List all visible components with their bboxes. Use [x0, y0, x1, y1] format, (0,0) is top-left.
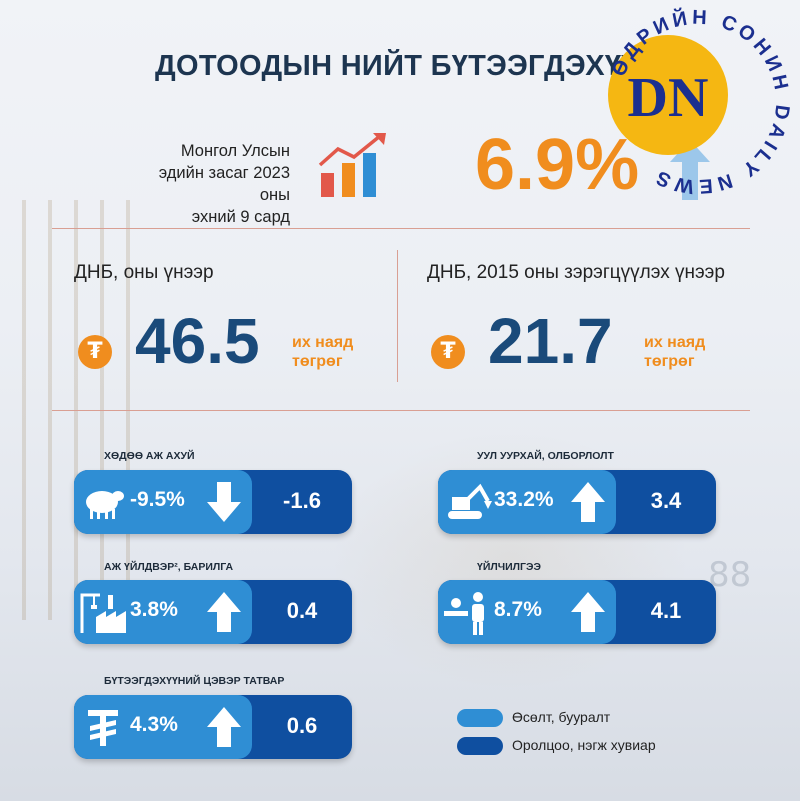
divider-top — [52, 228, 750, 229]
intro-line-3: эхний 9 сард — [191, 208, 290, 226]
up-arrow-icon — [570, 482, 606, 522]
sector-contribution-value: 3.4 — [650, 488, 682, 513]
tugrik-icon — [78, 702, 128, 752]
sector-card-services: 8.7% 4.1 — [438, 580, 716, 644]
gdp-real-unit: их наяд төгрөг — [644, 333, 705, 371]
sector-contribution-value: 4.1 — [650, 598, 682, 623]
intro-line-1: Монгол Улсын — [180, 142, 290, 160]
sector-contribution-value: 0.4 — [286, 598, 318, 623]
bar-chart-growth-icon — [318, 133, 390, 204]
coins-background — [330, 430, 690, 690]
excavator-icon — [442, 477, 492, 527]
sector-growth-value: 3.8% — [130, 598, 178, 621]
sector-contribution-value: 0.6 — [286, 713, 318, 738]
gdp-nominal-label: ДНБ, оны үнээр — [74, 262, 214, 283]
sector-label-agriculture: ХӨДӨӨ АЖ АХУЙ — [104, 450, 195, 462]
legend-label-growth: Өсөлт, бууралт — [512, 709, 611, 725]
intro-line-2: эдийн засаг 2023 оны — [158, 164, 290, 204]
sector-growth-value: 8.7% — [494, 598, 542, 621]
factory-crane-icon — [78, 587, 128, 637]
tugrik-icon: ₮ — [78, 335, 112, 369]
service-person-icon — [442, 587, 492, 637]
sector-growth-value: 33.2% — [494, 488, 554, 511]
sector-growth-value: -9.5% — [130, 488, 185, 511]
divider-bottom — [52, 410, 750, 411]
up-arrow-icon — [206, 592, 242, 632]
up-arrow-icon — [570, 592, 606, 632]
sector-label-taxes: БҮТЭЭГДЭХҮҮНИЙ ЦЭВЭР ТАТВАР — [104, 675, 285, 687]
gdp-real-unit-line1: их наяд — [644, 334, 706, 351]
sector-label-industry: АЖ ҮЙЛДВЭР², БАРИЛГА — [104, 561, 234, 573]
sector-label-services: ҮЙЛЧИЛГЭЭ — [477, 561, 541, 573]
sector-card-mining: 33.2% 3.4 — [438, 470, 716, 534]
up-arrow-icon — [206, 707, 242, 747]
divider-vertical — [397, 250, 398, 382]
daily-news-logo: DN ӨДРИЙН СОНИН DAILY NEWS — [598, 2, 798, 202]
sector-contribution-value: -1.6 — [283, 488, 321, 513]
gdp-nominal-value: 46.5 — [135, 305, 260, 377]
logo-initials: DN — [628, 67, 709, 129]
sector-growth-segment: 8.7% — [438, 580, 616, 644]
page-title: ДОТООДЫН НИЙТ БҮТЭЭГДЭХҮҮН — [155, 50, 659, 82]
gdp-nominal-unit-line1: их наяд — [292, 334, 354, 351]
sector-growth-segment: 33.2% — [438, 470, 616, 534]
sector-card-agriculture: -9.5% -1.6 — [74, 470, 352, 534]
sector-growth-segment: -9.5% — [74, 470, 252, 534]
down-arrow-icon — [206, 482, 242, 522]
sector-card-taxes: 4.3% 0.6 — [74, 695, 352, 759]
legend-swatch-contribution — [457, 737, 503, 755]
legend-swatch-growth — [457, 709, 503, 727]
growth-up-arrow-icon — [670, 140, 710, 205]
sector-card-industry: 3.8% 0.4 — [74, 580, 352, 644]
legend-label-contribution: Оролцоо, нэгж хувиар — [512, 737, 656, 753]
sector-growth-segment: 3.8% — [74, 580, 252, 644]
tugrik-icon: ₮ — [431, 335, 465, 369]
background-digits: 88 — [708, 555, 752, 595]
intro-text: Монгол Улсын эдийн засаг 2023 оны эхний … — [140, 140, 290, 228]
gdp-real-value: 21.7 — [488, 305, 613, 377]
sheep-icon — [78, 477, 128, 527]
sector-growth-value: 4.3% — [130, 713, 178, 736]
gdp-nominal-unit: их наяд төгрөг — [292, 333, 353, 371]
gdp-real-unit-line2: төгрөг — [644, 353, 695, 370]
sector-label-mining: УУЛ УУРХАЙ, ОЛБОРЛОЛТ — [477, 450, 614, 462]
gdp-real-label: ДНБ, 2015 оны зэрэгцүүлэх үнээр — [427, 262, 725, 283]
sector-growth-segment: 4.3% — [74, 695, 252, 759]
gdp-nominal-unit-line2: төгрөг — [292, 353, 343, 370]
gdp-growth-value: 6.9% — [475, 125, 640, 205]
